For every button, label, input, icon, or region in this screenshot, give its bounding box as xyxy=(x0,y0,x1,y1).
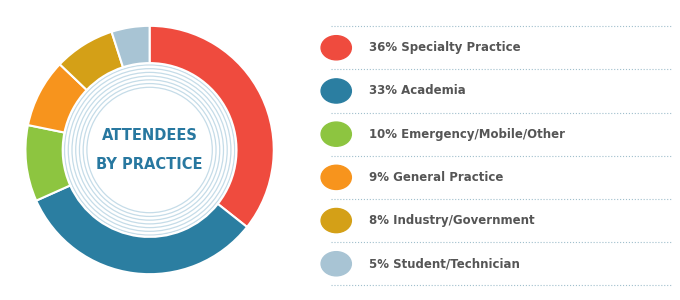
Text: 36% Specialty Practice: 36% Specialty Practice xyxy=(369,41,520,54)
Wedge shape xyxy=(112,26,150,67)
Text: 33% Academia: 33% Academia xyxy=(369,85,465,98)
Circle shape xyxy=(321,252,352,276)
Text: BY PRACTICE: BY PRACTICE xyxy=(97,158,203,172)
Text: ATTENDEES: ATTENDEES xyxy=(102,128,197,142)
Text: 10% Emergency/Mobile/Other: 10% Emergency/Mobile/Other xyxy=(369,128,564,141)
Circle shape xyxy=(321,122,352,146)
Text: 5% Student/Technician: 5% Student/Technician xyxy=(369,257,520,270)
Wedge shape xyxy=(36,185,247,274)
Text: 8% Industry/Government: 8% Industry/Government xyxy=(369,214,534,227)
Circle shape xyxy=(321,36,352,60)
Wedge shape xyxy=(25,125,70,201)
Wedge shape xyxy=(28,64,87,133)
Circle shape xyxy=(321,208,352,233)
Circle shape xyxy=(321,79,352,103)
Wedge shape xyxy=(60,32,123,90)
Circle shape xyxy=(88,88,211,212)
Circle shape xyxy=(321,165,352,190)
Text: 9% General Practice: 9% General Practice xyxy=(369,171,503,184)
Wedge shape xyxy=(150,26,274,227)
